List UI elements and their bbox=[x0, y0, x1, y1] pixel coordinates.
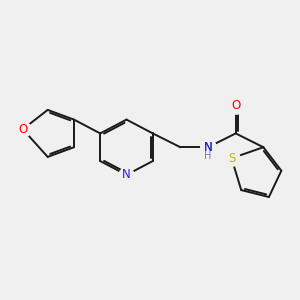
Text: O: O bbox=[231, 99, 240, 112]
Text: H: H bbox=[204, 151, 212, 161]
Text: N: N bbox=[204, 141, 212, 154]
Text: S: S bbox=[228, 152, 235, 165]
Text: N: N bbox=[204, 141, 212, 154]
Text: N: N bbox=[122, 168, 131, 182]
Text: O: O bbox=[18, 123, 27, 136]
